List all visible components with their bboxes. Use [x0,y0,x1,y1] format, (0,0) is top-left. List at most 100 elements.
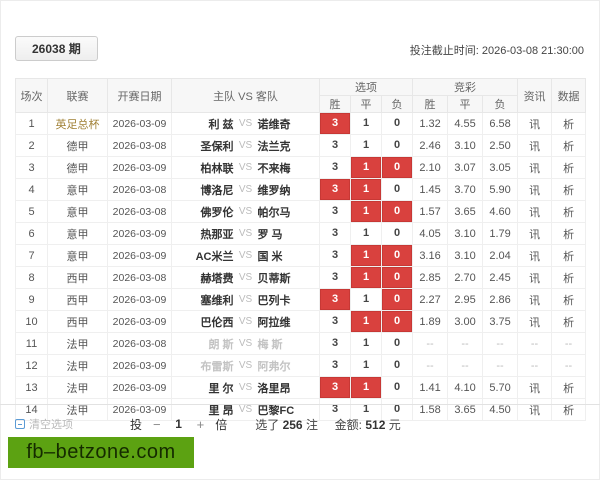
info-link[interactable]: -- [517,332,553,355]
vs-label: VS [238,272,253,283]
option-draw[interactable]: 1 [350,266,382,289]
odds-draw: -- [447,354,484,377]
option-win[interactable]: 3 [319,178,351,201]
analysis-link[interactable]: -- [551,354,587,377]
option-lose[interactable]: 0 [380,156,414,179]
clear-selection-button[interactable]: 清空选项 [15,416,130,432]
multiplier-increase-button[interactable]: + [196,416,205,432]
analysis-link[interactable]: 析 [551,310,587,333]
option-draw[interactable]: 1 [350,354,382,377]
option-lose[interactable]: 0 [380,200,414,223]
odds-draw: 3.70 [447,178,484,201]
analysis-link[interactable]: 析 [551,112,587,135]
option-lose[interactable]: 0 [380,310,414,333]
home-team: 圣保利 [200,140,234,153]
option-win[interactable]: 3 [319,134,351,157]
option-win[interactable]: 3 [319,156,351,179]
option-draw[interactable]: 1 [350,200,382,223]
home-team: 朗 斯 [208,338,234,351]
info-link[interactable]: -- [517,354,553,377]
option-lose[interactable]: 0 [380,332,414,355]
option-win[interactable]: 3 [319,332,351,355]
table-row: 4 意甲 2026-03-08 博洛尼 VS 维罗纳 3 1 0 1.45 3.… [15,178,587,201]
option-draw[interactable]: 1 [350,178,382,201]
odds-draw: 3.10 [447,134,484,157]
odds-lose: 5.90 [482,178,519,201]
option-win[interactable]: 3 [319,288,351,311]
info-link[interactable]: 讯 [517,288,553,311]
analysis-link[interactable]: 析 [551,156,587,179]
option-lose[interactable]: 0 [380,112,414,135]
league: 西甲 [47,266,108,289]
option-draw[interactable]: 1 [350,112,382,135]
odds-win: 4.05 [412,222,449,245]
info-link[interactable]: 讯 [517,222,553,245]
col-teams: 主队 VS 客队 [171,78,320,113]
col-option-lose: 负 [380,95,414,113]
odds-draw: 3.07 [447,156,484,179]
option-lose[interactable]: 0 [380,376,414,399]
analysis-link[interactable]: -- [551,332,587,355]
option-win[interactable]: 3 [319,112,351,135]
option-lose[interactable]: 0 [380,244,414,267]
option-draw[interactable]: 1 [350,222,382,245]
analysis-link[interactable]: 析 [551,376,587,399]
option-lose[interactable]: 0 [380,222,414,245]
amount-label: 金额: [334,417,362,432]
info-link[interactable]: 讯 [517,112,553,135]
option-draw[interactable]: 1 [350,376,382,399]
option-draw[interactable]: 1 [350,288,382,311]
info-link[interactable]: 讯 [517,156,553,179]
info-link[interactable]: 讯 [517,178,553,201]
option-draw[interactable]: 1 [350,310,382,333]
option-draw[interactable]: 1 [350,156,382,179]
odds-draw: 3.00 [447,310,484,333]
home-team: AC米兰 [195,250,234,263]
col-date: 开赛日期 [107,78,172,113]
vs-label: VS [238,140,253,151]
multiplier-decrease-button[interactable]: − [153,416,161,432]
option-win[interactable]: 3 [319,310,351,333]
option-win[interactable]: 3 [319,222,351,245]
info-link[interactable]: 讯 [517,200,553,223]
analysis-link[interactable]: 析 [551,178,587,201]
odds-draw: 2.70 [447,266,484,289]
option-draw[interactable]: 1 [350,244,382,267]
option-win[interactable]: 3 [319,376,351,399]
away-team: 阿弗尔 [257,360,291,373]
odds-draw: -- [447,332,484,355]
odds-win: 1.32 [412,112,449,135]
period-button[interactable]: 26038 期 [15,36,98,61]
league: 德甲 [47,134,108,157]
option-lose[interactable]: 0 [380,266,414,289]
analysis-link[interactable]: 析 [551,288,587,311]
option-win[interactable]: 3 [319,354,351,377]
match-no: 5 [15,200,48,223]
analysis-link[interactable]: 析 [551,222,587,245]
option-lose[interactable]: 0 [380,134,414,157]
multiplier-value[interactable]: 1 [175,417,182,431]
odds-lose: 2.04 [482,244,519,267]
option-win[interactable]: 3 [319,244,351,267]
analysis-link[interactable]: 析 [551,266,587,289]
vs-label: VS [238,206,253,217]
option-draw[interactable]: 1 [350,134,382,157]
info-link[interactable]: 讯 [517,310,553,333]
info-link[interactable]: 讯 [517,244,553,267]
vs-label: VS [238,228,253,239]
analysis-link[interactable]: 析 [551,134,587,157]
away-team: 法兰克 [257,140,291,153]
clear-selection-label: 清空选项 [29,419,73,431]
option-draw[interactable]: 1 [350,332,382,355]
option-win[interactable]: 3 [319,266,351,289]
option-lose[interactable]: 0 [380,178,414,201]
option-win[interactable]: 3 [319,200,351,223]
analysis-link[interactable]: 析 [551,244,587,267]
info-link[interactable]: 讯 [517,376,553,399]
option-lose[interactable]: 0 [380,354,414,377]
info-link[interactable]: 讯 [517,134,553,157]
info-link[interactable]: 讯 [517,266,553,289]
home-team: 里 尔 [208,382,234,395]
option-lose[interactable]: 0 [380,288,414,311]
analysis-link[interactable]: 析 [551,200,587,223]
